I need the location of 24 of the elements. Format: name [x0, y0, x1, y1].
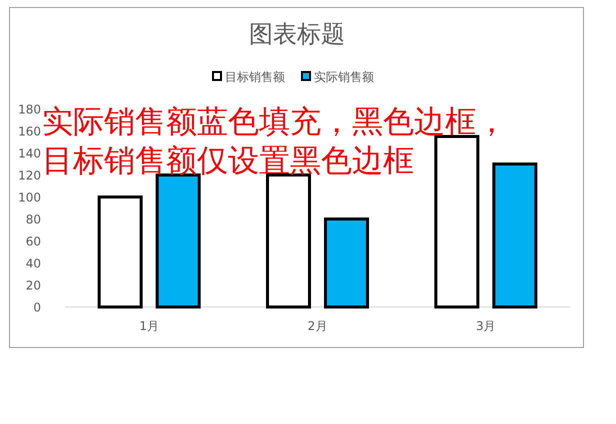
x-tick-label: 2月 — [308, 319, 328, 333]
y-tick-label: 0 — [33, 300, 41, 314]
x-tick-label: 1月 — [139, 319, 159, 333]
bar — [98, 196, 143, 308]
x-tick-label: 3月 — [476, 319, 496, 333]
y-tick-label: 20 — [26, 278, 41, 292]
y-tick-label: 160 — [18, 124, 41, 138]
legend-label: 目标销售额 — [225, 70, 285, 84]
y-tick-label: 140 — [18, 146, 41, 160]
bar — [156, 174, 201, 308]
y-tick-label: 60 — [26, 234, 41, 248]
annotation: 实际销售额蓝色填充，黑色边框， — [42, 104, 507, 140]
y-tick-label: 100 — [18, 190, 41, 204]
annotation: 目标销售额仅设置黑色边框 — [42, 143, 414, 179]
y-tick-label: 80 — [26, 212, 41, 226]
bar — [434, 135, 480, 308]
y-tick-label: 40 — [26, 256, 41, 270]
chart-title: 图表标题 — [249, 20, 345, 48]
bar — [266, 174, 311, 308]
y-tick-label: 120 — [18, 168, 41, 182]
legend-label: 实际销售额 — [314, 70, 374, 84]
y-tick-label: 180 — [18, 102, 41, 116]
bar — [492, 162, 538, 308]
bar — [324, 218, 369, 308]
